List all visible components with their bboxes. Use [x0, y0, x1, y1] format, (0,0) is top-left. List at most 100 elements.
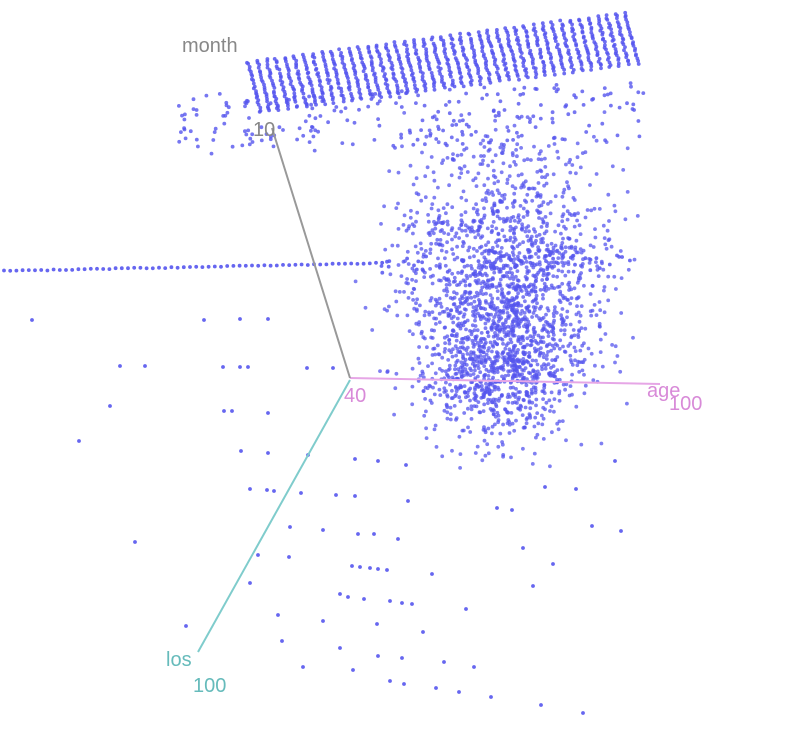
data-point: [471, 272, 475, 276]
data-point: [514, 387, 518, 391]
data-point: [191, 107, 196, 111]
data-point: [445, 289, 450, 294]
data-point: [362, 597, 366, 601]
data-point: [556, 285, 560, 289]
data-point: [553, 39, 558, 43]
data-point: [356, 532, 360, 536]
data-point: [452, 84, 457, 89]
data-point: [623, 10, 628, 15]
data-point: [410, 366, 415, 371]
data-point: [30, 318, 34, 322]
data-point: [450, 45, 455, 50]
data-point: [481, 158, 485, 163]
data-point: [559, 231, 563, 236]
data-point: [556, 261, 560, 266]
data-point: [409, 208, 413, 213]
data-point: [483, 453, 488, 458]
data-point: [512, 428, 517, 433]
data-point: [427, 67, 432, 72]
data-point: [632, 257, 637, 262]
data-point: [452, 275, 457, 280]
data-point: [499, 258, 503, 263]
data-point: [525, 393, 530, 398]
data-point: [521, 61, 526, 65]
data-point: [529, 391, 534, 396]
month-axis-line: [271, 127, 351, 379]
data-point: [514, 418, 518, 423]
data-point: [423, 174, 428, 179]
data-point: [523, 315, 527, 319]
data-point: [387, 58, 392, 63]
data-point: [465, 372, 470, 377]
data-point: [355, 262, 360, 266]
data-point: [366, 85, 371, 90]
data-point: [468, 353, 473, 358]
data-point: [438, 393, 443, 397]
data-point: [510, 244, 514, 249]
data-point: [405, 47, 409, 51]
data-point: [566, 184, 570, 189]
data-point: [543, 156, 547, 161]
data-point: [541, 437, 546, 441]
data-point: [553, 370, 557, 374]
data-point: [451, 118, 456, 123]
data-point: [248, 581, 252, 585]
data-point: [384, 78, 389, 83]
data-point: [519, 172, 524, 177]
data-point: [447, 279, 451, 284]
data-point: [378, 63, 383, 67]
data-point: [467, 245, 472, 250]
data-point: [286, 103, 290, 108]
data-point: [521, 215, 526, 219]
data-point: [230, 144, 235, 149]
data-point: [490, 245, 495, 250]
data-point: [257, 62, 262, 67]
data-point: [194, 264, 199, 269]
data-point: [457, 119, 462, 123]
data-point: [366, 104, 371, 109]
data-point: [529, 254, 534, 259]
data-point: [444, 211, 448, 216]
data-point: [545, 42, 550, 47]
data-point: [548, 464, 552, 469]
data-point: [434, 445, 439, 449]
data-point: [551, 562, 555, 566]
data-point: [551, 29, 556, 34]
data-point: [625, 20, 630, 25]
data-point: [486, 176, 490, 181]
data-point: [388, 94, 393, 99]
data-point: [518, 287, 523, 292]
data-point: [202, 318, 206, 322]
data-point: [420, 150, 424, 155]
data-point: [543, 175, 547, 180]
data-point: [418, 303, 422, 308]
data-point: [495, 66, 500, 71]
data-point: [504, 238, 509, 243]
data-point: [542, 66, 546, 71]
data-point: [463, 335, 468, 340]
data-point: [563, 273, 568, 278]
data-point: [450, 37, 455, 42]
data-point: [502, 304, 507, 309]
data-point: [510, 49, 514, 54]
data-point: [334, 74, 339, 79]
data-point: [339, 109, 343, 114]
data-point: [510, 349, 515, 353]
data-point: [341, 99, 346, 104]
data-point: [575, 304, 579, 308]
data-point: [599, 63, 603, 67]
data-point: [479, 317, 483, 322]
data-point: [516, 335, 521, 339]
data-point: [484, 291, 488, 296]
data-point: [621, 42, 626, 47]
data-point: [471, 154, 476, 159]
data-point: [349, 261, 354, 266]
data-point: [585, 208, 590, 212]
data-point: [509, 358, 514, 363]
data-point: [464, 290, 468, 295]
data-point: [512, 235, 517, 240]
data-point: [259, 138, 264, 143]
data-point: [451, 157, 455, 162]
data-point: [536, 181, 541, 185]
